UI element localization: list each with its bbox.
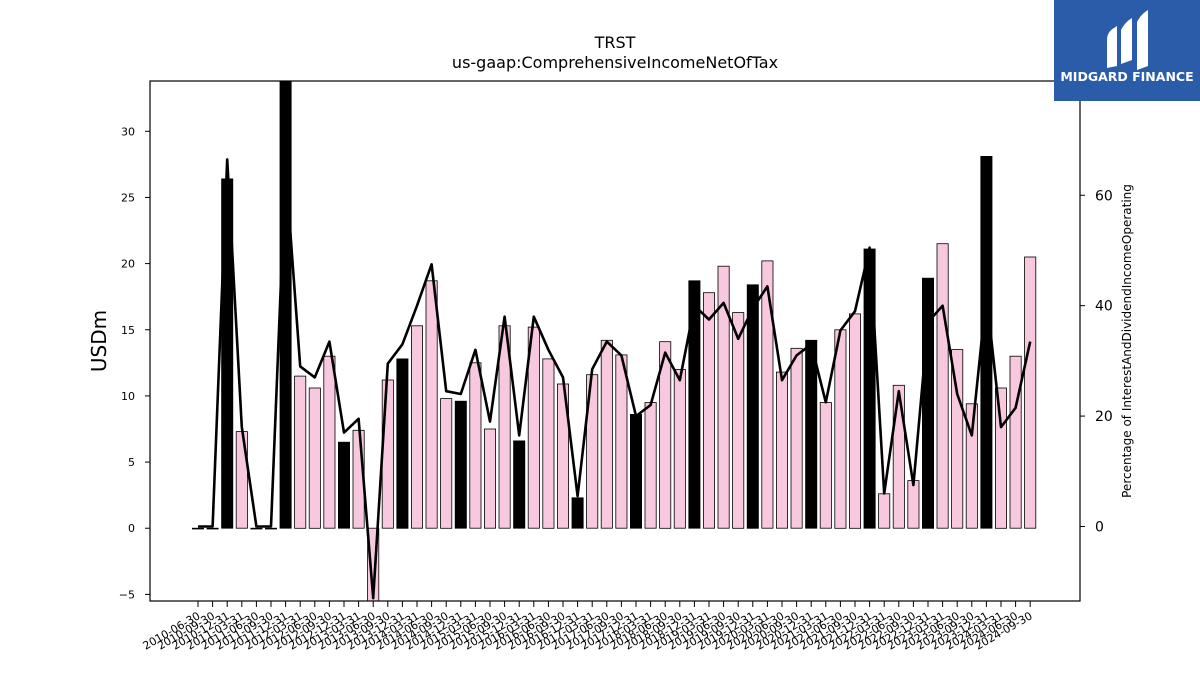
bar-2024-09-30 [1024, 256, 1037, 529]
bar-2018-06-30 [659, 341, 672, 529]
bar-2022-03-31 [878, 493, 891, 529]
bar-2019-03-31 [703, 292, 716, 529]
bar-2014-03-31 [410, 325, 423, 529]
line-path [198, 158, 1032, 600]
y2-tick-label: 60 [1095, 188, 1113, 204]
bar-2022-09-30 [907, 480, 920, 529]
logo-text: MIDGARD FINANCE [1060, 69, 1193, 84]
y2-axis-label: Percentage of InterestAndDividendIncomeO… [1120, 184, 1134, 498]
bar-2011-06-30 [250, 527, 263, 530]
bar-2015-12-31 [513, 440, 526, 529]
bar-2016-06-30 [542, 358, 555, 529]
bar-2020-06-30 [776, 371, 789, 529]
logo-mark-icon [1107, 10, 1148, 70]
line-series [198, 158, 1032, 600]
bar-2021-12-31 [863, 248, 876, 529]
bar-2012-06-30 [308, 387, 321, 529]
bar-2012-12-31 [337, 441, 350, 529]
bar-2012-09-30 [323, 355, 336, 529]
bar-series [191, 80, 1037, 602]
bar-2020-12-31 [805, 339, 818, 529]
bar-2013-12-31 [396, 358, 409, 529]
y2-tick-label: 0 [1095, 519, 1104, 535]
bar-2018-09-30 [673, 368, 686, 529]
x-axis: 2010-06-302010-09-302010-12-312011-03-31… [141, 601, 1035, 653]
bar-2014-09-30 [440, 398, 453, 529]
y-tick-label: 30 [121, 125, 135, 138]
bar-2017-06-30 [600, 339, 613, 529]
y-tick-label: 20 [121, 258, 135, 271]
bar-2020-09-30 [790, 347, 803, 529]
y-tick-label: 5 [128, 456, 135, 469]
y-tick-label: 15 [121, 324, 135, 337]
bar-2018-12-31 [688, 280, 701, 529]
bar-2015-03-31 [469, 362, 482, 529]
bar-2019-12-31 [746, 284, 759, 529]
bar-2023-06-30 [951, 349, 964, 529]
bar-2010-09-30 [206, 527, 219, 530]
bar-2024-03-31 [995, 387, 1008, 529]
y2-tick-label: 20 [1095, 409, 1113, 425]
y-tick-label: −5 [119, 588, 135, 601]
bar-2011-09-30 [264, 527, 277, 530]
bar-2017-12-31 [630, 413, 643, 529]
y-axis-label: USDm [87, 310, 111, 372]
bar-2022-12-31 [922, 277, 935, 529]
y-tick-label: 25 [121, 191, 135, 204]
bar-2017-09-30 [615, 354, 628, 529]
bar-2021-09-30 [849, 313, 862, 529]
bar-2015-06-30 [483, 428, 496, 529]
bar-2018-03-31 [644, 402, 657, 529]
y-axis-right: 0 20 40 60 [1080, 188, 1113, 535]
chart-title: TRST [594, 33, 636, 52]
bar-2023-03-31 [936, 243, 949, 529]
y-tick-label: 0 [128, 522, 135, 535]
bar-2020-03-31 [761, 260, 774, 529]
y-axis-left: −5 0 5 10 15 20 25 30 [119, 125, 150, 601]
bar-2014-06-30 [425, 280, 438, 529]
bar-2024-06-30 [1009, 355, 1022, 529]
bar-2013-09-30 [381, 379, 394, 529]
bar-2011-12-31 [279, 80, 292, 529]
logo: MIDGARD FINANCE [1054, 0, 1200, 101]
bar-2021-06-30 [834, 329, 847, 529]
plot-frame [149, 80, 1081, 602]
bar-2019-09-30 [732, 312, 745, 529]
bar-2021-03-31 [819, 402, 832, 529]
bar-2010-06-30 [191, 527, 204, 530]
bar-2019-06-30 [717, 265, 730, 529]
y2-tick-label: 40 [1095, 299, 1113, 315]
bar-2012-03-31 [294, 375, 307, 529]
bar-2022-06-30 [892, 384, 905, 529]
bar-2023-09-30 [965, 403, 978, 529]
chart-subtitle: us-gaap:ComprehensiveIncomeNetOfTax [452, 53, 778, 72]
bar-2014-12-31 [454, 400, 467, 529]
bar-2016-12-31 [571, 497, 584, 529]
y-tick-label: 10 [121, 390, 135, 403]
